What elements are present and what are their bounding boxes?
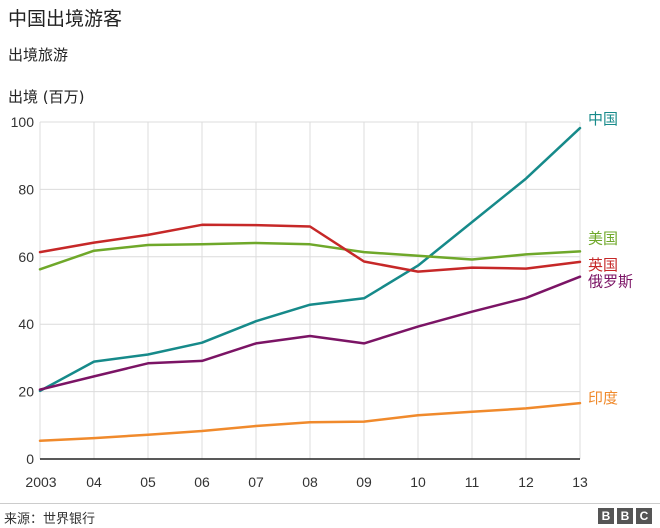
series-label: 英国 — [588, 256, 618, 274]
series-label: 美国 — [588, 229, 618, 247]
x-tick-label: 11 — [465, 474, 480, 490]
y-tick-label: 60 — [18, 249, 34, 265]
grid-lines — [39, 121, 581, 459]
x-tick-label: 13 — [572, 474, 588, 490]
series-line — [38, 241, 582, 271]
source-note: 来源：世界银行 — [4, 512, 96, 527]
logo-letter: C — [636, 508, 652, 524]
series-lines — [38, 126, 582, 443]
footer-divider — [0, 503, 660, 504]
x-tick-label: 12 — [518, 474, 534, 490]
y-tick-label: 100 — [11, 114, 35, 130]
series-label: 中国 — [588, 110, 618, 128]
logo-letter: B — [598, 508, 614, 524]
line-chart: 0 20 40 60 80 100 2003 04 05 06 07 08 09 10 11 12 13 中国美… — [11, 110, 633, 490]
series-label: 俄罗斯 — [588, 273, 633, 291]
series-line — [38, 401, 582, 443]
series-line — [38, 223, 582, 273]
axes: 0 20 40 60 80 100 2003 04 05 06 07 08 09 10 11 12 13 — [11, 114, 588, 490]
y-tick-label: 20 — [18, 384, 34, 400]
chart-subtitle: 出境旅游 — [8, 46, 69, 64]
x-tick-label: 06 — [194, 474, 210, 490]
x-tick-label: 10 — [410, 474, 426, 490]
x-tick-label: 07 — [248, 474, 264, 490]
logo-letter: B — [617, 508, 633, 524]
x-tick-label: 09 — [356, 474, 372, 490]
chart-title: 中国出境游客 — [8, 8, 123, 30]
series-line — [38, 126, 582, 393]
x-tick-label: 2003 — [25, 474, 56, 490]
y-tick-label: 0 — [26, 451, 34, 467]
y-tick-label: 80 — [18, 181, 34, 197]
series-label: 印度 — [588, 389, 618, 407]
y-tick-label: 40 — [18, 316, 34, 332]
x-tick-label: 05 — [140, 474, 156, 490]
bbc-logo: B B C — [598, 508, 652, 524]
y-axis-label: 出境 (百万) — [8, 88, 85, 106]
series-line — [38, 275, 582, 391]
x-tick-label: 08 — [302, 474, 318, 490]
x-tick-label: 04 — [86, 474, 102, 490]
